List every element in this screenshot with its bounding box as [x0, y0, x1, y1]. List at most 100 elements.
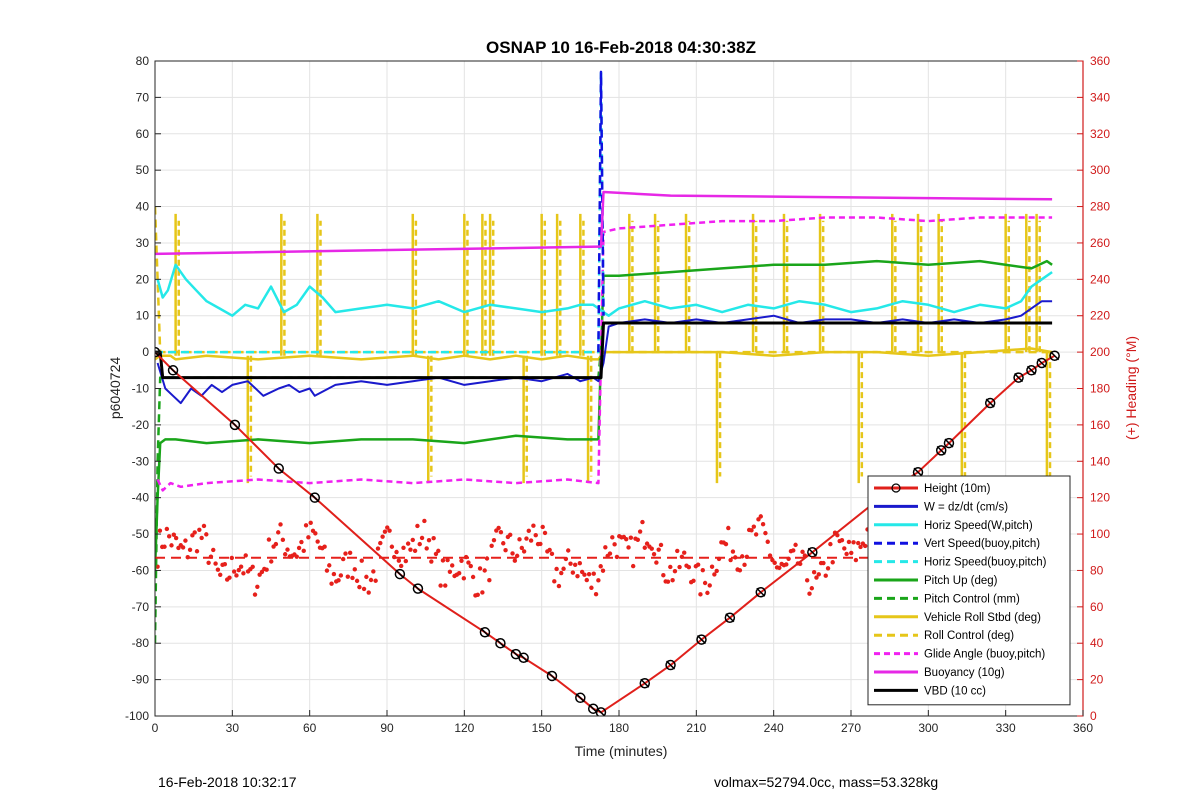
heading-point: [793, 542, 798, 548]
heading-point: [556, 583, 562, 589]
heading-point: [607, 551, 613, 556]
heading-point: [301, 548, 306, 554]
heading-point: [266, 537, 272, 542]
heading-point: [749, 528, 754, 533]
series-line-buoyancy: [155, 190, 1053, 256]
heading-point: [496, 525, 501, 531]
height-marker-x: [913, 467, 923, 477]
heading-point: [682, 550, 687, 555]
height-marker-x: [640, 678, 650, 688]
heading-point: [686, 564, 692, 570]
heading-point: [533, 533, 538, 538]
height-marker-x: [519, 653, 529, 663]
heading-point: [816, 572, 821, 577]
heading-point: [366, 590, 371, 595]
heading-point: [582, 572, 587, 577]
heading-point: [364, 574, 369, 580]
heading-point: [438, 583, 443, 588]
y-axis-label: p6040724: [107, 357, 123, 420]
legend-label: VBD (10 cc): [924, 685, 986, 697]
legend-label: Roll Control (deg): [924, 630, 1014, 642]
x-tick-label: 120: [454, 721, 474, 735]
heading-point: [218, 572, 223, 577]
height-marker-x: [230, 420, 240, 430]
heading-point: [531, 523, 536, 528]
heading-point: [385, 525, 390, 530]
heading-point: [204, 532, 209, 537]
heading-point: [299, 539, 304, 545]
heading-point: [726, 525, 731, 531]
x-tick-label: 90: [380, 721, 394, 735]
heading-point: [600, 568, 606, 573]
height-marker-x: [596, 707, 606, 716]
heading-point: [410, 537, 415, 543]
heading-point: [408, 547, 413, 552]
heading-point: [512, 558, 518, 563]
heading-point: [668, 564, 673, 570]
y-tick-label: 10: [136, 309, 150, 323]
heading-point: [760, 522, 766, 527]
heading-point: [800, 549, 805, 555]
heading-point: [169, 543, 174, 548]
heading-point: [347, 550, 353, 556]
heading-point: [357, 584, 362, 590]
height-marker: [479, 627, 491, 638]
heading-point: [229, 555, 235, 561]
height-marker: [984, 397, 996, 409]
heading-point: [197, 527, 202, 533]
height-marker: [755, 587, 767, 598]
heading-point: [482, 568, 487, 573]
heading-point: [331, 571, 337, 577]
heading-point: [758, 514, 763, 519]
heading-point: [382, 529, 388, 534]
height-marker-x: [936, 445, 946, 455]
legend-marker: [891, 483, 901, 493]
heading-point: [742, 562, 747, 568]
heading-point: [503, 548, 508, 553]
heading-point: [234, 573, 239, 578]
series-line-height: [155, 351, 1056, 714]
heading-point: [658, 542, 664, 548]
heading-point: [626, 545, 631, 550]
heading-point: [285, 547, 290, 552]
heading-point: [252, 592, 258, 597]
heading-point: [593, 591, 599, 597]
heading-point: [858, 544, 863, 550]
height-marker-x: [696, 635, 707, 645]
heading-point: [436, 548, 441, 554]
y2-tick-label: 160: [1090, 418, 1110, 432]
heading-point: [487, 578, 492, 583]
height-marker-x: [168, 365, 178, 375]
x-tick-label: 180: [609, 721, 629, 735]
x-tick-label: 30: [226, 721, 240, 735]
height-marker-x: [413, 584, 423, 594]
height-marker-x: [666, 660, 676, 670]
y2-tick-label: 20: [1090, 673, 1104, 687]
heading-point: [862, 543, 868, 549]
heading-point: [243, 553, 248, 558]
heading-point: [227, 575, 232, 580]
heading-point: [642, 545, 647, 550]
heading-point: [554, 566, 559, 572]
heading-point: [171, 532, 177, 537]
heading-point: [821, 560, 826, 566]
heading-point: [577, 561, 583, 566]
heading-point: [695, 562, 701, 567]
x-tick-label: 240: [764, 721, 784, 735]
heading-point: [526, 528, 531, 534]
heading-point: [552, 579, 557, 584]
heading-point: [559, 570, 564, 576]
heading-point: [586, 571, 592, 577]
heading-point: [844, 551, 849, 557]
heading-point: [412, 548, 418, 553]
heading-point: [336, 578, 341, 583]
x-tick-label: 60: [303, 721, 317, 735]
y2-tick-label: 340: [1090, 90, 1110, 104]
heading-point: [547, 547, 552, 553]
legend-label: Horiz Speed(buoy,pitch): [924, 557, 1047, 569]
heading-point: [540, 524, 545, 530]
heading-point: [756, 517, 761, 522]
heading-point: [468, 563, 473, 569]
heading-point: [183, 538, 188, 543]
heading-point: [294, 554, 299, 559]
